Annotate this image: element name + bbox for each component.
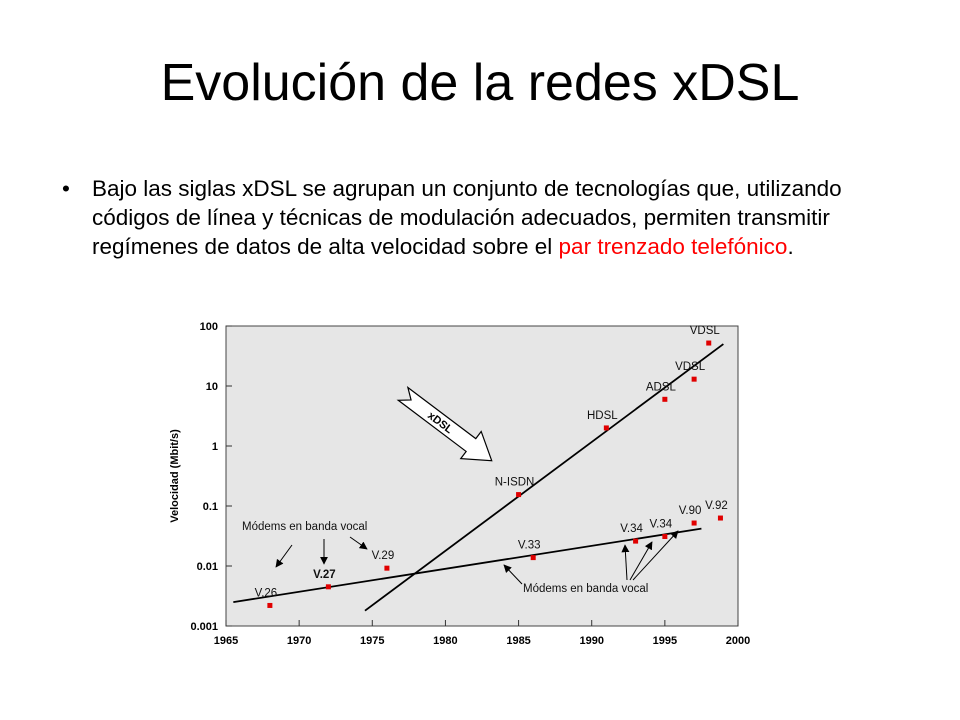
trend-line bbox=[233, 527, 702, 604]
data-point bbox=[691, 376, 697, 382]
data-point bbox=[325, 584, 331, 590]
plot-area bbox=[225, 325, 739, 627]
x-tick-label: 2000 bbox=[726, 635, 750, 647]
data-points bbox=[267, 340, 723, 608]
voiceband-arrow-3 bbox=[349, 536, 368, 550]
x-tick-label: 1990 bbox=[579, 635, 603, 647]
data-point bbox=[267, 602, 273, 608]
data-point-label: HDSL bbox=[587, 410, 618, 422]
y-tick-label: 0.001 bbox=[190, 621, 218, 633]
data-point-label: V.33 bbox=[518, 540, 541, 552]
data-point-label: ADSL bbox=[646, 381, 677, 393]
trend-line bbox=[364, 343, 724, 612]
data-point bbox=[633, 538, 639, 544]
y-axis-ticks: 100 10 1 0.1 0.01 0.001 bbox=[190, 321, 232, 633]
voiceband-arrow-7 bbox=[632, 530, 679, 581]
y-tick-label: 100 bbox=[200, 321, 218, 333]
x-tick-label: 1980 bbox=[433, 635, 457, 647]
slide-title: Evolución de la redes xDSL bbox=[160, 54, 800, 112]
bullet-end-text: . bbox=[787, 234, 794, 259]
x-axis-ticks: 1965 1970 1975 1980 1985 1990 1995 2000 bbox=[214, 620, 750, 647]
data-point-label: VDSL bbox=[675, 361, 706, 373]
data-point-label: N-ISDN bbox=[495, 477, 535, 489]
y-tick-label: 1 bbox=[212, 441, 218, 453]
x-tick-label: 1985 bbox=[506, 635, 530, 647]
data-point-label: V.92 bbox=[705, 500, 728, 512]
data-point bbox=[706, 340, 712, 346]
voiceband-label-right: Módems en banda vocal bbox=[523, 583, 648, 595]
voiceband-arrow-1 bbox=[275, 544, 293, 568]
voiceband-arrow-4 bbox=[503, 564, 523, 585]
x-tick-label: 1975 bbox=[360, 635, 384, 647]
x-tick-label: 1995 bbox=[653, 635, 677, 647]
data-point-label: VDSL bbox=[690, 325, 721, 337]
y-axis-label: Velocidad (Mbit/s) bbox=[169, 429, 181, 523]
bullet-icon: • bbox=[62, 176, 70, 201]
bullet-highlight-text: par trenzado telefónico bbox=[558, 234, 788, 259]
data-point-label: V.26 bbox=[255, 587, 278, 599]
data-point bbox=[530, 555, 536, 561]
x-tick-label: 1965 bbox=[214, 635, 238, 647]
y-tick-label: 10 bbox=[206, 381, 218, 393]
data-point bbox=[662, 396, 668, 402]
bullet-paragraph: • Bajo las siglas xDSL se agrupan un con… bbox=[62, 174, 902, 261]
trend-lines bbox=[233, 343, 724, 612]
data-point-label: V.34 bbox=[620, 523, 643, 535]
x-tick-label: 1970 bbox=[287, 635, 311, 647]
voiceband-label-left: Módems en banda vocal bbox=[242, 521, 367, 533]
data-point bbox=[662, 534, 668, 540]
data-point-label: V.90 bbox=[679, 505, 702, 517]
data-point bbox=[384, 565, 390, 571]
bullet-text: Bajo las siglas xDSL se agrupan un conju… bbox=[92, 174, 902, 261]
y-tick-label: 0.01 bbox=[197, 561, 218, 573]
voiceband-arrow-6 bbox=[629, 541, 653, 581]
data-point-label: V.34 bbox=[650, 519, 673, 531]
bullet-body-text: Bajo las siglas xDSL se agrupan un conju… bbox=[92, 176, 842, 259]
y-tick-label: 0.1 bbox=[203, 501, 218, 513]
voiceband-arrow-5 bbox=[621, 544, 630, 581]
data-point-label: V.29 bbox=[372, 550, 395, 562]
data-point-label: V.27 bbox=[313, 569, 336, 581]
data-point bbox=[516, 492, 522, 498]
data-point bbox=[691, 520, 697, 526]
data-point bbox=[603, 425, 609, 431]
data-point bbox=[717, 515, 723, 521]
data-point-labels: V.26 V.27 V.29 V.33 V.34 V.34 V.90 V.92 N-ISDN HD… bbox=[255, 325, 728, 599]
